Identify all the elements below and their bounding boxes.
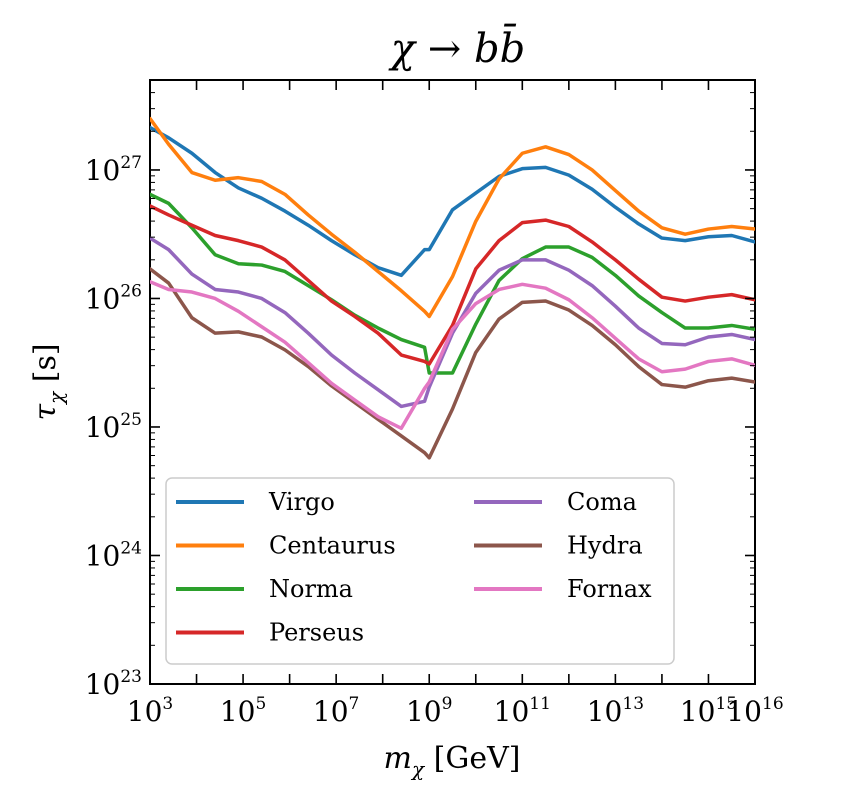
ticks-layer [149,79,756,685]
series-line-fornax [150,280,755,431]
legend-label-norma: Norma [269,575,353,603]
x-axis-label: mχ [GeV] [384,741,521,781]
x-tick-label: 105 [220,694,266,728]
series-line-centaurus [150,116,755,319]
x-tick-label: 1013 [587,694,644,728]
x-tick-label: 107 [313,694,359,728]
series-layer [150,116,755,460]
legend-label-coma: Coma [567,488,637,516]
series-line-hydra [150,267,755,460]
x-tick-label: 103 [127,694,173,728]
y-tick-label: 1025 [85,410,142,444]
legend-label-fornax: Fornax [567,575,652,603]
series-line-coma [150,236,755,409]
x-tick-label: 1015 [680,694,737,728]
legend: Virgo Centaurus Norma Perseus Coma Hydra Forna… [165,477,675,665]
series-line-norma [150,192,755,375]
series-line-perseus [150,204,755,366]
y-tick-label: 1024 [85,538,142,572]
y-tick-label: 1023 [85,667,142,701]
legend-label-perseus: Perseus [269,619,364,647]
y-axis-label: τχ [s] [28,343,68,420]
legend-label-centaurus: Centaurus [269,532,396,560]
y-tick-label: 1026 [85,281,142,315]
x-tick-label: 1011 [494,694,551,728]
x-tick-label: 1016 [726,694,783,728]
chart-title: χ → bb̄ [388,23,525,72]
legend-box [165,477,675,665]
series-line-virgo [150,125,755,278]
legend-label-virgo: Virgo [268,488,335,516]
legend-label-hydra: Hydra [567,532,643,560]
y-tick-label: 1027 [85,153,142,187]
x-tick-label: 109 [406,694,452,728]
